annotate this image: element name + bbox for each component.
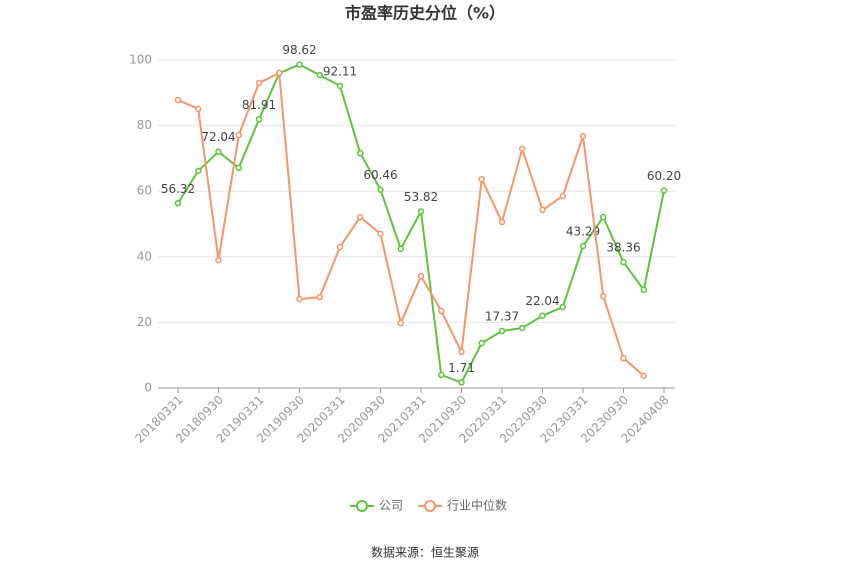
point [438,307,445,315]
y-tick-label: 40 [137,249,152,263]
point [235,164,242,172]
point [357,213,364,221]
data-label: 60.20 [647,169,681,183]
point [620,258,627,266]
point [215,148,222,155]
y-tick-label: 100 [129,53,152,67]
point [559,192,566,200]
data-label: 60.46 [363,168,397,182]
point [519,324,526,332]
point [417,208,425,215]
point [397,319,404,327]
point [377,230,384,238]
legend-marker [356,500,368,512]
data-label: 17.37 [485,310,519,324]
point [377,186,384,193]
point [498,327,506,335]
data-label: 56.32 [161,182,195,196]
point [296,61,303,68]
point [600,292,607,300]
point [660,187,668,194]
data-label: 53.82 [404,190,438,204]
point [195,105,202,113]
point [579,242,587,250]
data-label: 72.04 [201,130,235,144]
point [539,206,546,214]
point [316,293,323,301]
data-label: 1.71 [448,361,475,375]
point [559,303,566,311]
point [255,116,263,123]
point [357,149,364,157]
point [215,256,222,264]
point [174,96,182,104]
point [620,354,627,362]
point [498,218,506,226]
point [316,71,323,79]
data-label: 98.62 [282,43,316,57]
point [417,272,425,280]
legend-label: 公司 [379,499,403,513]
point [640,286,647,294]
point [458,348,465,356]
series-line [177,63,665,384]
y-tick-label: 0 [144,381,152,395]
point [276,69,283,77]
point [296,295,303,303]
point [336,243,344,251]
y-tick-label: 80 [137,118,152,132]
point [458,379,465,386]
point [397,245,404,253]
data-label: 43.29 [566,225,600,239]
point [478,339,485,347]
point [539,312,546,319]
series-line [177,71,645,377]
point [255,79,263,87]
y-tick-label: 20 [137,315,152,329]
data-label: 81.91 [242,98,276,112]
data-label: 38.36 [606,241,640,255]
point [174,200,182,207]
y-tick-label: 60 [137,184,152,198]
point [579,132,587,140]
legend-label: 行业中位数 [447,498,507,513]
point [600,213,607,221]
point [640,372,647,380]
point [519,145,526,153]
point [336,82,344,90]
point [235,131,242,139]
point [438,371,445,379]
point [478,175,485,183]
data-label: 22.04 [525,294,559,308]
point [195,167,202,175]
data-label: 92.11 [323,64,357,78]
chart-title: 市盈率历史分位（%） [345,4,505,23]
legend-marker [424,500,436,512]
source: 数据来源：恒生聚源 [371,545,479,560]
